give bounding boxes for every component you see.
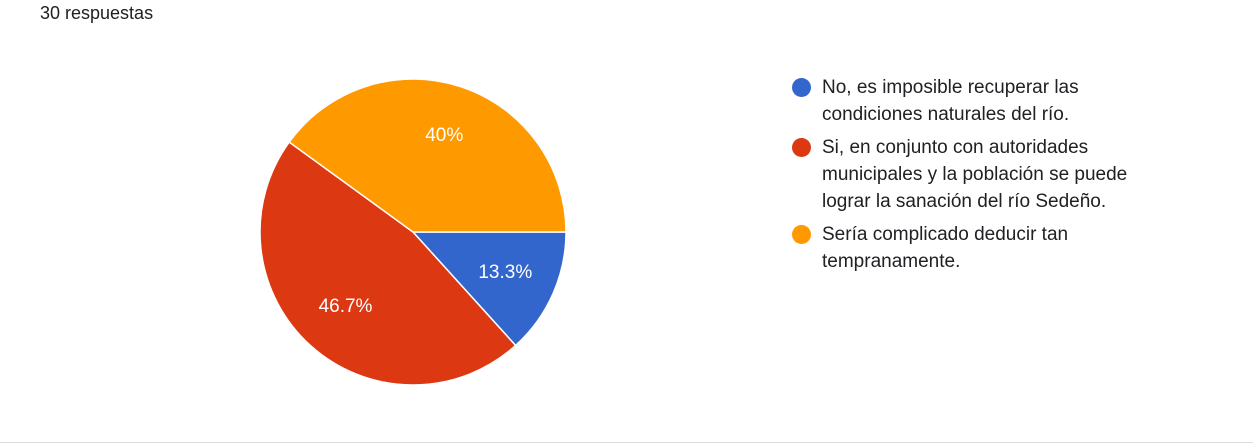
divider [0,442,1253,443]
legend-item: No, es imposible recuperar las condicion… [792,74,1152,128]
legend-label: No, es imposible recuperar las condicion… [822,77,1079,125]
slice-label: 13.3% [478,262,532,283]
legend-marker [792,138,811,157]
legend-item: Si, en conjunto con autoridades municipa… [792,134,1152,215]
slice-label: 46.7% [319,296,373,317]
subtitle: 30 respuestas [40,3,154,23]
legend: No, es imposible recuperar las condicion… [792,74,1152,281]
pie-slice [288,78,567,233]
legend-label: Si, en conjunto con autoridades municipa… [822,137,1128,212]
pie-slice [259,141,517,386]
legend-item: Sería complicado deducir tan tempranamen… [792,221,1152,275]
legend-marker [792,78,811,97]
legend-marker [792,225,811,244]
slice-label: 40% [425,125,463,146]
legend-label: Sería complicado deducir tan tempranamen… [822,224,1069,272]
pie-slice [411,231,567,347]
